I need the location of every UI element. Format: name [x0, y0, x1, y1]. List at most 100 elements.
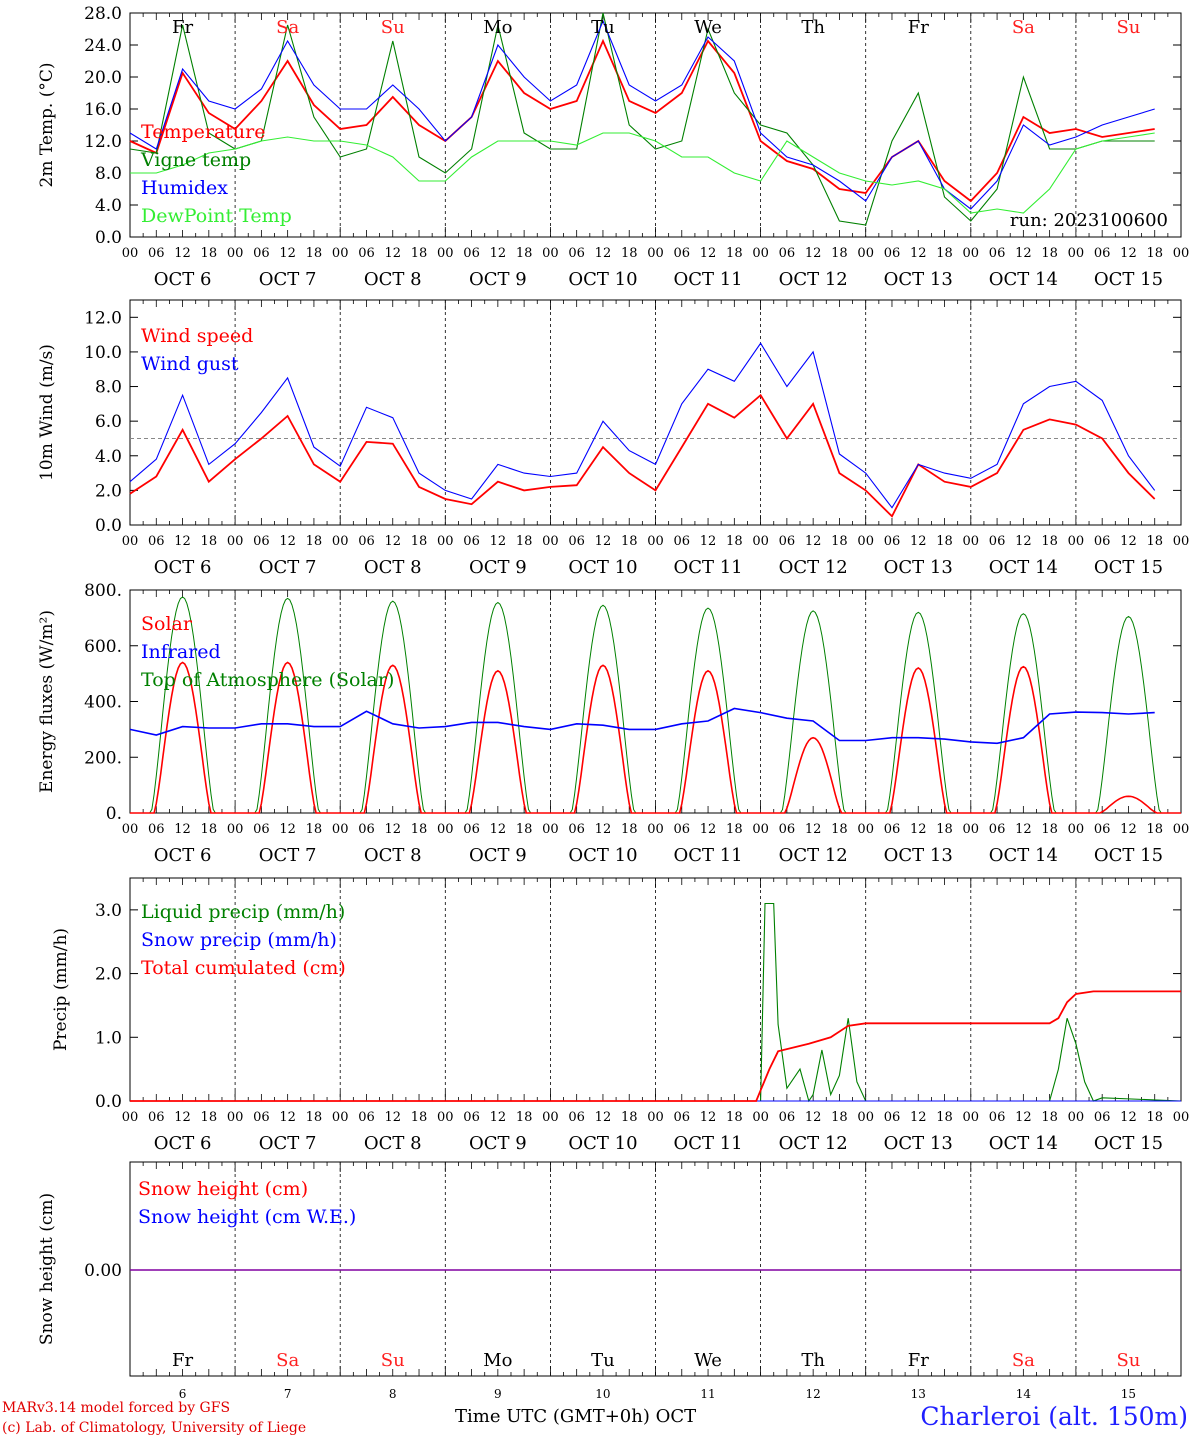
hour-tick-label: 06: [674, 1110, 691, 1125]
hour-tick-label: 00: [1068, 1110, 1085, 1125]
hour-tick-label: 00: [437, 246, 454, 261]
hour-tick-label: 00: [857, 822, 874, 837]
hour-tick-label: 00: [1068, 822, 1085, 837]
hour-tick-label: 12: [910, 822, 927, 837]
legend-entry: Wind gust: [141, 353, 239, 375]
date-label: OCT 15: [1094, 269, 1163, 290]
hour-tick-label: 18: [831, 534, 848, 549]
hour-tick-label: 00: [122, 246, 139, 261]
date-label: OCT 12: [779, 845, 848, 866]
legend-entry: Infrared: [141, 641, 221, 663]
hour-tick-label: 00: [122, 1110, 139, 1125]
hour-tick-label: 18: [1041, 1110, 1058, 1125]
y-tick-label: 24.0: [84, 36, 122, 56]
hour-tick-label: 06: [884, 1110, 901, 1125]
hour-tick-label: 06: [989, 534, 1006, 549]
hour-tick-label: 18: [726, 246, 743, 261]
hour-tick-label: 12: [279, 1110, 296, 1125]
solar-line: [130, 661, 1181, 814]
hour-tick-label: 06: [568, 822, 585, 837]
date-label: OCT 10: [568, 1133, 637, 1154]
y-axis-label: 2m Temp. (°C): [37, 62, 57, 187]
legend-entry: Solar: [141, 613, 193, 635]
legend-entry: Snow height (cm W.E.): [138, 1206, 356, 1228]
hour-tick-label: 00: [332, 822, 349, 837]
date-label: OCT 11: [673, 1133, 742, 1154]
y-tick-label: 1.0: [95, 1028, 122, 1048]
weekday-label: We: [694, 17, 722, 38]
hour-tick-label: 06: [674, 822, 691, 837]
hour-tick-label: 18: [201, 1110, 218, 1125]
hour-tick-label: 06: [253, 534, 270, 549]
date-label: OCT 12: [779, 1133, 848, 1154]
hour-tick-label: 00: [332, 534, 349, 549]
hour-tick-label: 06: [568, 246, 585, 261]
hour-tick-label: 00: [647, 534, 664, 549]
hour-tick-label: 06: [779, 1110, 796, 1125]
hour-tick-label: 12: [1015, 1110, 1032, 1125]
date-label: OCT 8: [364, 845, 422, 866]
hour-tick-label: 18: [306, 1110, 323, 1125]
y-axis-label: Energy fluxes (W/m²): [37, 610, 57, 793]
hour-tick-label: 06: [1094, 1110, 1111, 1125]
weekday-label: Sa: [1012, 1350, 1035, 1371]
y-tick-label: 800.: [84, 581, 122, 601]
hour-tick-label: 18: [306, 822, 323, 837]
date-label: OCT 6: [154, 845, 212, 866]
hour-tick-label: 06: [463, 246, 480, 261]
hour-tick-label: 06: [1094, 822, 1111, 837]
hour-tick-label: 06: [1094, 246, 1111, 261]
hour-tick-label: 00: [437, 1110, 454, 1125]
y-tick-label: 0.0: [95, 516, 122, 536]
date-label: OCT 14: [989, 845, 1058, 866]
hour-tick-label: 18: [411, 822, 428, 837]
y-tick-label: 0.: [106, 804, 122, 824]
hour-tick-label: 06: [884, 822, 901, 837]
hour-tick-label: 18: [411, 534, 428, 549]
hour-tick-label: 00: [963, 1110, 980, 1125]
y-tick-label: 12.0: [84, 308, 122, 328]
weekday-label: Mo: [483, 17, 512, 38]
hour-tick-label: 06: [148, 1110, 165, 1125]
date-label: OCT 13: [884, 269, 953, 290]
x-axis-title-text: Time UTC (GMT+0h): [455, 1406, 650, 1427]
weekday-label: Fr: [172, 17, 193, 38]
hour-tick-label: 00: [332, 1110, 349, 1125]
hour-tick-label: 00: [752, 534, 769, 549]
hour-tick-label: 18: [831, 1110, 848, 1125]
y-tick-label: 28.0: [84, 4, 122, 24]
station-label: Charleroi (alt. 150m): [920, 1402, 1188, 1431]
hour-tick-label: 18: [936, 534, 953, 549]
legend-entry: Wind speed: [141, 325, 253, 347]
hour-tick-label: 06: [253, 822, 270, 837]
legend-entry: Total cumulated (cm): [141, 957, 346, 979]
hour-tick-label: 12: [805, 246, 822, 261]
hour-tick-label: 06: [989, 246, 1006, 261]
hour-tick-label: 18: [936, 822, 953, 837]
date-label: OCT 12: [779, 557, 848, 578]
hour-tick-label: 00: [752, 246, 769, 261]
hour-tick-label: 18: [201, 534, 218, 549]
hour-tick-label: 12: [700, 534, 717, 549]
hour-tick-label: 18: [306, 534, 323, 549]
weekday-label: Su: [381, 1350, 405, 1371]
hour-tick-label: 12: [595, 534, 612, 549]
date-label: OCT 8: [364, 269, 422, 290]
hour-tick-label: 12: [384, 822, 401, 837]
hour-tick-label: 06: [358, 822, 375, 837]
date-label: OCT 7: [259, 845, 317, 866]
date-label: OCT 11: [673, 845, 742, 866]
day-number-label: 15: [1121, 1387, 1136, 1401]
hour-tick-label: 18: [621, 822, 638, 837]
date-label: OCT 9: [469, 1133, 527, 1154]
series-line-3: [130, 132, 1155, 214]
hour-tick-label: 18: [1041, 534, 1058, 549]
date-label: OCT 13: [884, 845, 953, 866]
hour-tick-label: 00: [437, 822, 454, 837]
hour-tick-label: 06: [253, 246, 270, 261]
weekday-label: Tu: [591, 17, 615, 38]
date-label: OCT 7: [259, 1133, 317, 1154]
date-label: OCT 8: [364, 557, 422, 578]
hour-tick-label: 06: [779, 534, 796, 549]
hour-tick-label: 06: [989, 1110, 1006, 1125]
